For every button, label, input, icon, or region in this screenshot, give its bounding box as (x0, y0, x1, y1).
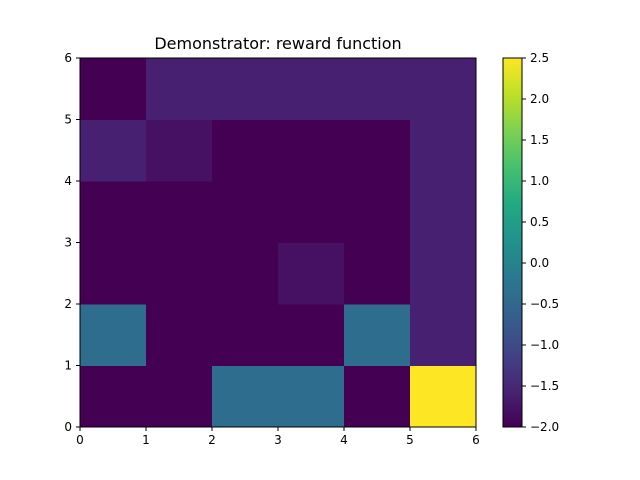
x-tick-label: 4 (340, 433, 348, 447)
heatmap-cell (278, 304, 345, 366)
heatmap-cell (146, 119, 213, 182)
heatmap-cell (146, 304, 213, 366)
heatmap-cell (344, 58, 411, 120)
y-tick-label: 3 (64, 236, 72, 250)
colorbar-tick-label: 1.0 (530, 174, 549, 188)
x-tick-label: 5 (406, 433, 414, 447)
heatmap-cell (278, 58, 345, 120)
heatmap-cell (146, 365, 213, 428)
y-tick-label: 0 (64, 420, 72, 434)
heatmap-cell (80, 119, 147, 182)
heatmap-cell (80, 242, 147, 305)
heatmap-cell (212, 304, 279, 366)
x-tick-label: 1 (142, 433, 150, 447)
heatmap-cell (344, 119, 411, 182)
colorbar-tick-label: 1.5 (530, 133, 549, 147)
y-tick-label: 6 (64, 51, 72, 65)
heatmap-cell (278, 242, 345, 305)
colorbar-tick-label: −1.0 (530, 338, 559, 352)
heatmap-cell (212, 119, 279, 182)
heatmap-cell (80, 304, 147, 366)
heatmap-cell (344, 304, 411, 366)
colorbar-tick-label: −2.0 (530, 420, 559, 434)
x-tick-label: 2 (208, 433, 216, 447)
y-tick-label: 5 (64, 113, 72, 127)
heatmap-cell (80, 181, 147, 243)
heatmap-cell (80, 58, 147, 120)
heatmap-cell (212, 58, 279, 120)
heatmap-cell (344, 181, 411, 243)
heatmap-cell (212, 242, 279, 305)
x-axis: 0 1 2 3 4 5 6 (76, 427, 480, 447)
heatmap-cell (344, 365, 411, 428)
heatmap-cell (146, 181, 213, 243)
colorbar-tick-label: −1.5 (530, 379, 559, 393)
heatmap-cell (410, 181, 477, 243)
heatmap-cell (146, 58, 213, 120)
heatmap-cell (344, 242, 411, 305)
heatmap-cell (410, 58, 477, 120)
heatmap-cell (278, 365, 345, 428)
heatmap-cell (146, 242, 213, 305)
heatmap-cell (278, 181, 345, 243)
heatmap-cell (410, 365, 477, 428)
heatmap-cell (212, 181, 279, 243)
colorbar (502, 57, 523, 428)
x-tick-label: 0 (76, 433, 84, 447)
heatmap-cell (410, 242, 477, 305)
y-axis: 0 1 2 3 4 5 6 (64, 51, 80, 434)
colorbar-tick-label: −0.5 (530, 297, 559, 311)
heatmap-cells (80, 58, 477, 428)
y-tick-label: 4 (64, 174, 72, 188)
colorbar-ticks: −2.0 −1.5 −1.0 −0.5 0.0 0.5 1.0 1.5 2.0 2.5 (522, 51, 559, 434)
heatmap-cell (410, 119, 477, 182)
heatmap-cell (80, 365, 147, 428)
colorbar-tick-label: 0.5 (530, 215, 549, 229)
x-tick-label: 6 (472, 433, 480, 447)
chart-title: Demonstrator: reward function (154, 34, 401, 53)
heatmap-cell (212, 365, 279, 428)
heatmap-cell (278, 119, 345, 182)
heatmap-cell (410, 304, 477, 366)
y-tick-label: 2 (64, 297, 72, 311)
x-tick-label: 3 (274, 433, 282, 447)
colorbar-tick-label: 0.0 (530, 256, 549, 270)
colorbar-tick-label: 2.0 (530, 92, 549, 106)
colorbar-tick-label: 2.5 (530, 51, 549, 65)
y-tick-label: 1 (64, 359, 72, 373)
